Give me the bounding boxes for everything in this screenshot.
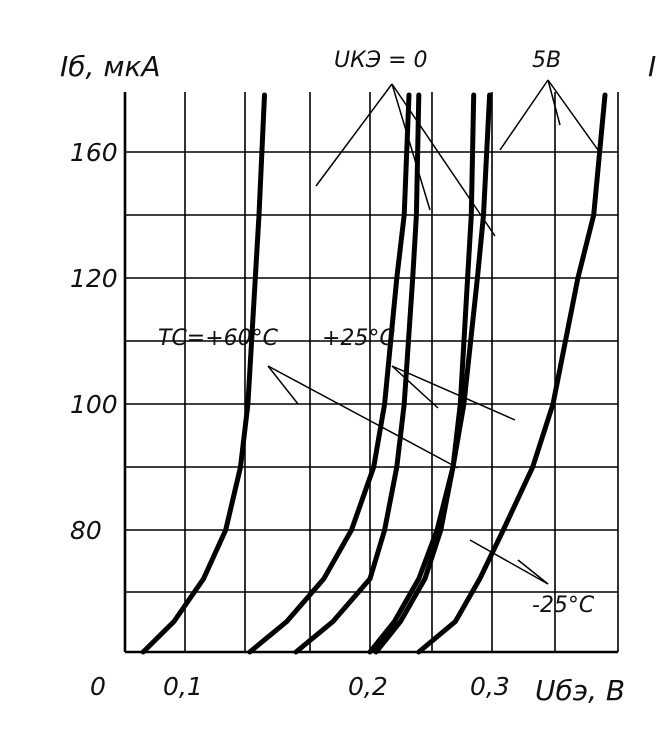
leader-line <box>469 539 549 585</box>
annotation-leaders <box>267 79 599 585</box>
x-axis-label: Uбэ, В <box>535 674 625 707</box>
x-tick-label: 0,3 <box>470 672 510 701</box>
y-tick-label: 160 <box>70 138 118 167</box>
y-tick-label: 80 <box>70 516 102 545</box>
leader-line <box>499 79 549 151</box>
y-tick-label: 120 <box>70 264 118 293</box>
annotation-tm25: -25°С <box>532 593 595 618</box>
y-axis-label: Iб, мкА <box>60 50 161 83</box>
x-tick-label: 0,2 <box>348 672 388 701</box>
x-tick-label: 0,1 <box>163 672 203 701</box>
series-line-5 <box>373 92 477 655</box>
series-line-2 <box>247 92 412 655</box>
annotation-uke0: UКЭ = 0 <box>334 48 428 73</box>
series-line-1 <box>140 92 267 655</box>
origin-label: 0 <box>90 672 106 701</box>
leader-line <box>391 365 516 421</box>
corner-mark: I <box>648 50 656 83</box>
leader-line <box>547 79 599 151</box>
series-line-3 <box>293 92 422 655</box>
annotation-t60: TС=+60°С <box>158 326 279 351</box>
annotation-uke5: 5В <box>532 48 561 73</box>
leader-line <box>267 365 459 469</box>
leader-line <box>267 365 299 405</box>
tick-labels: 80 100 120 160 0,1 0,2 0,3 <box>70 138 510 701</box>
leader-line <box>517 559 549 585</box>
y-tick-label: 100 <box>70 390 118 419</box>
series-line-6 <box>416 92 608 655</box>
leader-line <box>391 365 439 409</box>
annotation-t25: +25°С <box>322 326 395 351</box>
leader-line <box>547 79 561 126</box>
leader-line <box>391 83 431 211</box>
leader-line <box>315 83 393 187</box>
curves <box>140 92 608 655</box>
leader-line <box>391 83 496 237</box>
